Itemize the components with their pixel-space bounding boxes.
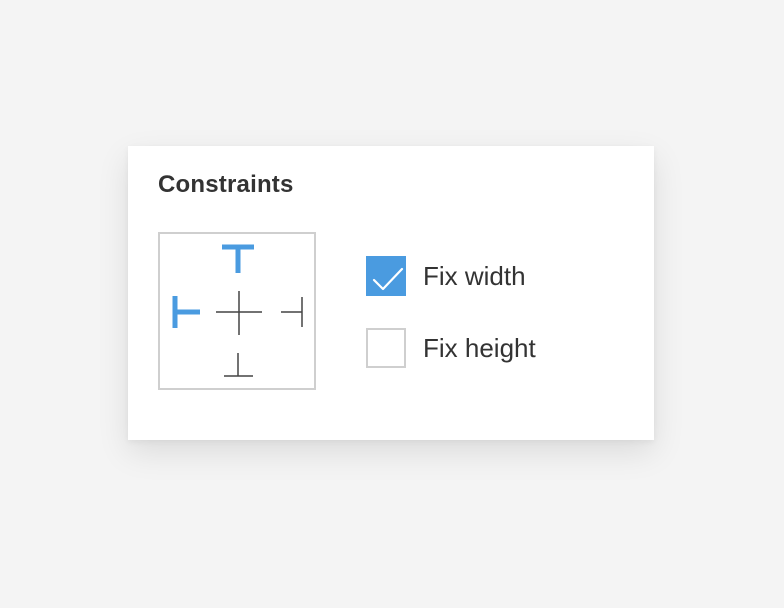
fix-height-option[interactable]: Fix height [366, 328, 536, 368]
fix-width-label: Fix width [423, 260, 526, 291]
checkmark-icon [372, 267, 404, 291]
panel-title: Constraints [158, 171, 294, 198]
left-pin-icon[interactable] [170, 294, 204, 328]
fix-width-option[interactable]: Fix width [366, 256, 526, 296]
center-crosshair-icon[interactable] [214, 288, 262, 336]
fix-height-checkbox[interactable] [366, 328, 406, 368]
top-pin-icon[interactable] [220, 244, 254, 273]
constraints-panel: Constraints [128, 146, 654, 440]
constraints-widget [158, 232, 316, 390]
right-pin-icon[interactable] [276, 294, 306, 328]
bottom-pin-icon[interactable] [222, 350, 254, 380]
fix-height-label: Fix height [423, 332, 536, 363]
fix-width-checkbox[interactable] [366, 256, 406, 296]
